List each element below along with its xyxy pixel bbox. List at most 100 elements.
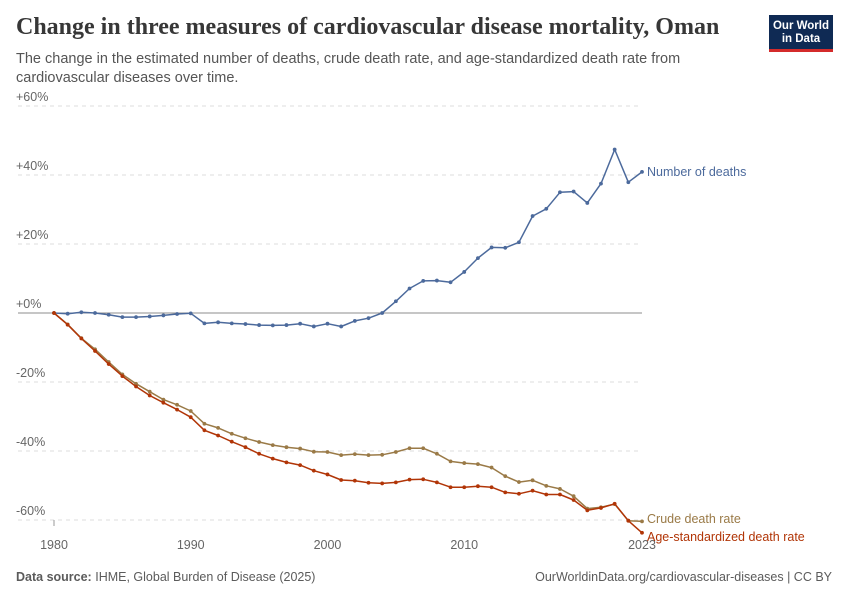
data-point[interactable] bbox=[65, 322, 70, 327]
data-point[interactable] bbox=[325, 472, 330, 477]
data-point[interactable] bbox=[517, 491, 521, 496]
data-point[interactable] bbox=[134, 384, 138, 389]
data-point[interactable] bbox=[380, 481, 385, 486]
data-point[interactable] bbox=[640, 169, 644, 174]
series-line-age-standardized[interactable] bbox=[53, 312, 643, 534]
data-point[interactable] bbox=[270, 323, 275, 328]
data-point[interactable] bbox=[352, 319, 357, 323]
data-point[interactable] bbox=[421, 446, 426, 451]
data-point[interactable] bbox=[544, 492, 549, 497]
data-point[interactable] bbox=[380, 311, 385, 315]
data-point[interactable] bbox=[407, 286, 412, 291]
data-point[interactable] bbox=[462, 485, 467, 490]
data-point[interactable] bbox=[229, 321, 234, 326]
data-point[interactable] bbox=[434, 278, 439, 283]
data-point[interactable] bbox=[106, 362, 111, 366]
data-point[interactable] bbox=[188, 415, 193, 420]
data-point[interactable] bbox=[476, 462, 480, 467]
data-point[interactable] bbox=[270, 456, 275, 461]
data-point[interactable] bbox=[284, 460, 289, 465]
data-point[interactable] bbox=[175, 407, 179, 412]
data-point[interactable] bbox=[147, 393, 152, 398]
data-point[interactable] bbox=[161, 397, 166, 402]
data-point[interactable] bbox=[421, 279, 426, 283]
data-point[interactable] bbox=[462, 461, 467, 465]
data-point[interactable] bbox=[106, 312, 111, 317]
data-point[interactable] bbox=[216, 433, 220, 438]
data-point[interactable] bbox=[476, 484, 480, 489]
data-point[interactable] bbox=[120, 374, 125, 379]
data-point[interactable] bbox=[599, 506, 603, 510]
data-point[interactable] bbox=[476, 256, 480, 261]
data-point[interactable] bbox=[93, 349, 97, 353]
data-point[interactable] bbox=[311, 324, 316, 329]
data-point[interactable] bbox=[298, 321, 303, 326]
data-point[interactable] bbox=[448, 280, 453, 285]
data-point[interactable] bbox=[380, 452, 385, 457]
data-point[interactable] bbox=[79, 310, 84, 315]
source-url-link[interactable]: OurWorldinData.org/cardiovascular-diseas… bbox=[535, 570, 832, 584]
data-point[interactable] bbox=[585, 508, 590, 513]
data-point[interactable] bbox=[202, 428, 207, 433]
data-point[interactable] bbox=[544, 483, 549, 488]
data-point[interactable] bbox=[120, 315, 125, 320]
data-point[interactable] bbox=[134, 315, 138, 320]
data-point[interactable] bbox=[530, 478, 535, 483]
data-point[interactable] bbox=[530, 488, 535, 493]
data-point[interactable] bbox=[79, 336, 84, 341]
data-point[interactable] bbox=[448, 485, 453, 490]
data-point[interactable] bbox=[298, 446, 303, 451]
data-point[interactable] bbox=[571, 498, 576, 502]
series-line-number-of-deaths[interactable] bbox=[53, 148, 643, 328]
data-point[interactable] bbox=[216, 320, 220, 325]
data-point[interactable] bbox=[517, 240, 521, 245]
data-point[interactable] bbox=[202, 321, 207, 326]
data-point[interactable] bbox=[243, 322, 248, 326]
data-point[interactable] bbox=[311, 468, 316, 473]
data-point[interactable] bbox=[558, 487, 562, 491]
data-point[interactable] bbox=[489, 465, 494, 470]
data-point[interactable] bbox=[93, 311, 97, 315]
data-point[interactable] bbox=[352, 452, 357, 457]
data-point[interactable] bbox=[134, 381, 138, 386]
data-point[interactable] bbox=[421, 477, 426, 482]
data-point[interactable] bbox=[298, 463, 303, 468]
data-point[interactable] bbox=[161, 400, 166, 405]
data-point[interactable] bbox=[270, 443, 275, 448]
data-point[interactable] bbox=[585, 201, 590, 205]
data-point[interactable] bbox=[52, 311, 56, 315]
owid-logo[interactable]: Our World in Data bbox=[769, 15, 833, 52]
data-point[interactable] bbox=[339, 453, 344, 458]
data-point[interactable] bbox=[434, 451, 439, 456]
data-point[interactable] bbox=[503, 474, 508, 479]
data-point[interactable] bbox=[366, 480, 371, 485]
data-point[interactable] bbox=[147, 389, 152, 394]
data-point[interactable] bbox=[188, 409, 193, 413]
data-point[interactable] bbox=[352, 478, 357, 483]
data-point[interactable] bbox=[366, 453, 371, 458]
data-point[interactable] bbox=[339, 478, 344, 482]
series-line-crude-death-rate[interactable] bbox=[53, 312, 643, 523]
data-point[interactable] bbox=[366, 316, 371, 321]
data-point[interactable] bbox=[311, 449, 316, 454]
data-point[interactable] bbox=[188, 311, 193, 316]
data-point[interactable] bbox=[325, 450, 330, 454]
data-point[interactable] bbox=[284, 323, 289, 327]
data-point[interactable] bbox=[339, 324, 344, 329]
data-point[interactable] bbox=[243, 436, 248, 441]
data-point[interactable] bbox=[544, 206, 549, 211]
data-point[interactable] bbox=[599, 181, 603, 186]
data-point[interactable] bbox=[530, 214, 535, 218]
data-point[interactable] bbox=[393, 480, 398, 485]
data-point[interactable] bbox=[462, 270, 467, 274]
data-point[interactable] bbox=[257, 440, 262, 444]
data-point[interactable] bbox=[407, 477, 412, 482]
data-point[interactable] bbox=[325, 321, 330, 326]
data-point[interactable] bbox=[612, 147, 617, 152]
data-point[interactable] bbox=[175, 402, 179, 407]
data-point[interactable] bbox=[626, 180, 631, 185]
data-point[interactable] bbox=[284, 445, 289, 450]
data-point[interactable] bbox=[407, 446, 412, 451]
data-point[interactable] bbox=[503, 490, 508, 495]
data-point[interactable] bbox=[558, 190, 562, 195]
